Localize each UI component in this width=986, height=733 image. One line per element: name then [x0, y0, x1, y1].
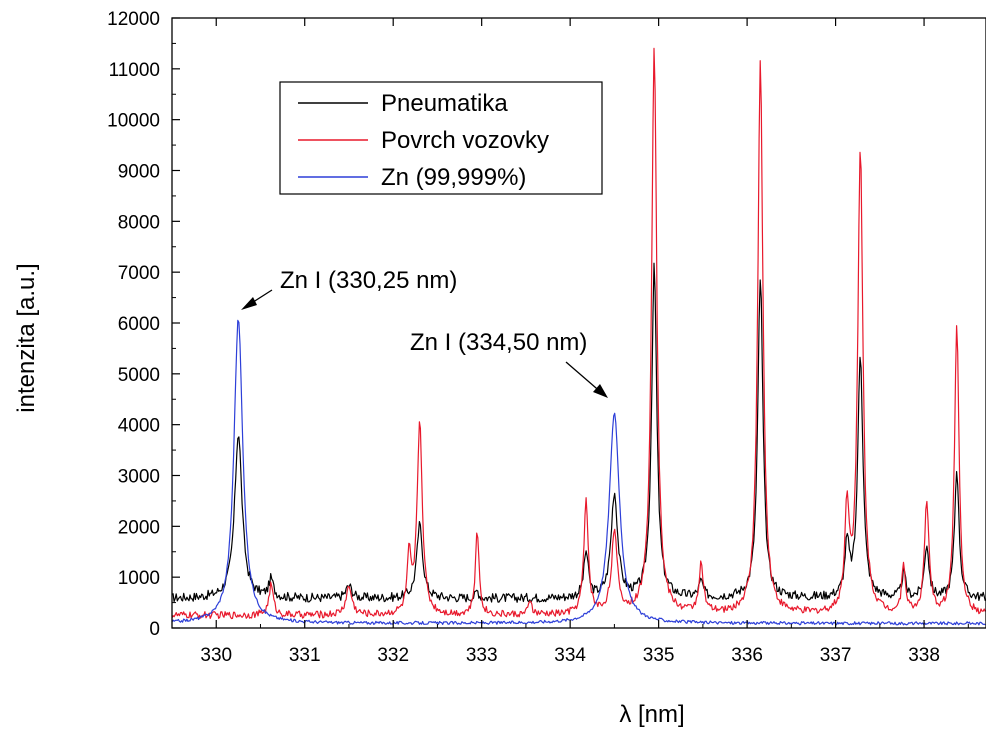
annotation-arrowhead-0 — [241, 297, 257, 310]
x-tick-label-2: 332 — [377, 645, 409, 666]
y-tick-label-4: 4000 — [118, 416, 160, 437]
y-tick-label-7: 7000 — [118, 263, 160, 284]
y-tick-label-8: 8000 — [118, 212, 160, 233]
annotation-zn-330: Zn I (330,25 nm) — [241, 267, 457, 310]
y-tick-label-9: 9000 — [118, 162, 160, 183]
legend-box — [279, 81, 603, 195]
legend-label-1: Povrch vozovky — [381, 127, 549, 154]
annotation-zn-334: Zn I (334,50 nm) — [410, 329, 608, 398]
x-tick-label-1: 331 — [289, 645, 321, 666]
y-tick-label-10: 10000 — [107, 111, 160, 132]
y-axis-label: intenzita [a.u.] — [13, 263, 40, 412]
x-tick-label-4: 334 — [554, 645, 586, 666]
x-tick-label-3: 333 — [466, 645, 498, 666]
y-tick-label-2: 2000 — [118, 517, 160, 538]
series-layer — [171, 47, 986, 626]
y-tick-label-1: 1000 — [118, 568, 160, 589]
x-axis-label: λ [nm] — [619, 701, 684, 728]
y-tick-label-3: 3000 — [118, 467, 160, 488]
x-tick-label-6: 336 — [731, 645, 763, 666]
annotation-label-0: Zn I (330,25 nm) — [280, 267, 457, 294]
y-tick-label-11: 11000 — [109, 60, 160, 81]
y-tick-label-12: 12000 — [107, 9, 160, 30]
axis-layer: 330 331 332 333 334 335 336 337 338 0 1000 2000 3000… — [107, 9, 969, 666]
legend: Pneumatika Povrch vozovky Zn (99,999%) — [279, 81, 603, 195]
annotation-label-1: Zn I (334,50 nm) — [410, 329, 587, 356]
x-tick-label-0: 330 — [200, 645, 232, 666]
legend-label-2: Zn (99,999%) — [381, 164, 526, 191]
y-tick-label-6: 6000 — [118, 314, 160, 335]
legend-label-0: Pneumatika — [381, 90, 508, 117]
y-tick-label-0: 0 — [149, 619, 160, 640]
x-tick-label-8: 338 — [908, 645, 940, 666]
series-line-2 — [171, 319, 986, 626]
series-line-0 — [171, 262, 986, 603]
annotation-arrowhead-1 — [593, 384, 608, 398]
x-tick-label-7: 337 — [820, 645, 852, 666]
series-line-1 — [171, 47, 986, 620]
y-tick-label-5: 5000 — [118, 365, 160, 386]
x-tick-label-5: 335 — [643, 645, 675, 666]
